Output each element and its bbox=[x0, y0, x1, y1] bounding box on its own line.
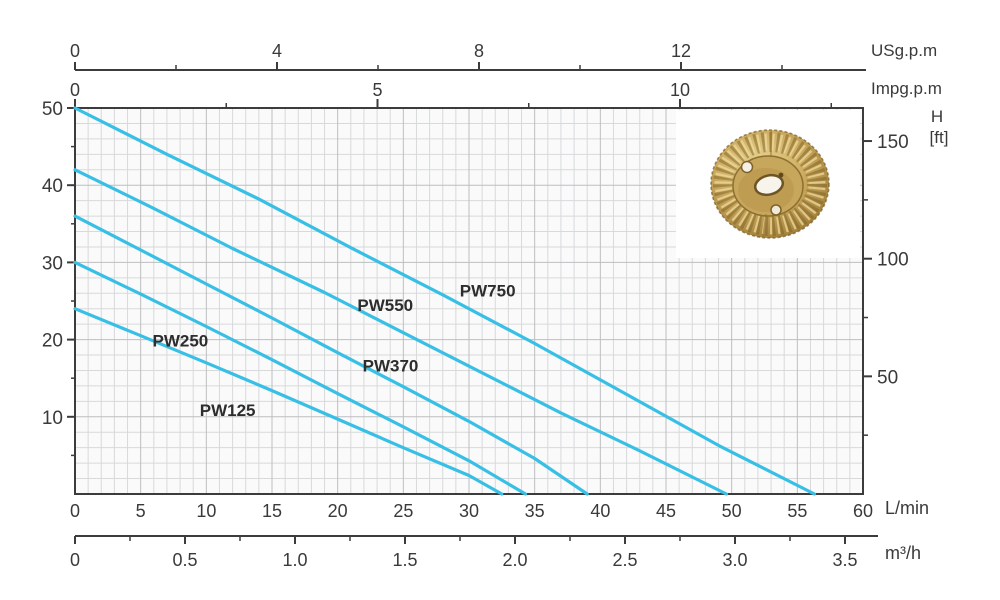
us-tick-label: 0 bbox=[70, 41, 80, 61]
impeller-keyway-dot bbox=[778, 172, 784, 178]
lmin-tick-label: 60 bbox=[853, 501, 873, 521]
m3h-tick-label: 2.0 bbox=[502, 550, 527, 570]
lmin-tick-label: 30 bbox=[459, 501, 479, 521]
y-left-tick-label: 20 bbox=[42, 331, 63, 352]
m3h-tick-label: 3.0 bbox=[722, 550, 747, 570]
impeller-photo bbox=[676, 110, 860, 258]
impeller-serrated-edge bbox=[710, 129, 830, 239]
lmin-tick-label: 55 bbox=[787, 501, 807, 521]
m3h-tick-label: 0 bbox=[70, 550, 80, 570]
imp-tick-label: 10 bbox=[670, 80, 690, 100]
us-tick-label: 4 bbox=[272, 41, 282, 61]
impeller-balance-hole-2 bbox=[770, 204, 782, 216]
y-left-tick-label: 50 bbox=[42, 99, 63, 120]
unit-label-head-ft: [ft] bbox=[929, 128, 949, 147]
y-left-tick-label: 40 bbox=[42, 176, 63, 197]
unit-label-usgpm: USg.p.m bbox=[871, 41, 938, 60]
us-tick-label: 12 bbox=[671, 41, 691, 61]
curve-label-PW550: PW550 bbox=[357, 296, 413, 315]
lmin-tick-label: 25 bbox=[393, 501, 413, 521]
unit-label-head-h: H bbox=[930, 107, 944, 126]
curve-PW550 bbox=[73, 168, 729, 496]
lmin-tick-label: 20 bbox=[328, 501, 348, 521]
curve-label-PW125: PW125 bbox=[200, 401, 256, 420]
y-left-tick-label: 10 bbox=[42, 408, 63, 429]
m3h-tick-label: 0.5 bbox=[172, 550, 197, 570]
unit-label-lmin: L/min bbox=[885, 498, 930, 518]
m3h-tick-label: 2.5 bbox=[612, 550, 637, 570]
lmin-tick-label: 15 bbox=[262, 501, 282, 521]
unit-label-impgpm: Impg.p.m bbox=[871, 79, 942, 98]
unit-label-m3h: m³/h bbox=[885, 543, 921, 563]
impeller-seam-bottom bbox=[762, 213, 767, 238]
m3h-tick-label: 1.0 bbox=[282, 550, 307, 570]
lmin-tick-label: 10 bbox=[196, 501, 216, 521]
impeller-body bbox=[710, 129, 830, 239]
curve-PW125 bbox=[73, 307, 504, 496]
impeller-vanes-shadow bbox=[713, 132, 827, 236]
imp-tick-label: 0 bbox=[70, 80, 80, 100]
curve-PW370 bbox=[73, 214, 589, 496]
m3h-tick-label: 1.5 bbox=[392, 550, 417, 570]
impeller-center-bore bbox=[753, 173, 785, 197]
curve-PW250 bbox=[73, 260, 528, 496]
m3h-tick-label: 3.5 bbox=[832, 550, 857, 570]
curve-label-PW370: PW370 bbox=[363, 356, 419, 375]
curve-PW750 bbox=[73, 106, 817, 496]
y-left-tick-label: 30 bbox=[42, 253, 63, 274]
impeller-graphic bbox=[710, 129, 830, 239]
lmin-tick-label: 5 bbox=[136, 501, 146, 521]
impeller-balance-hole-1 bbox=[740, 160, 754, 174]
y-right-tick-label: 150 bbox=[877, 132, 909, 153]
imp-tick-label: 5 bbox=[372, 80, 382, 100]
lmin-tick-label: 0 bbox=[70, 501, 80, 521]
y-right-tick-label: 50 bbox=[877, 367, 898, 388]
curve-label-PW750: PW750 bbox=[460, 281, 516, 300]
y-right-tick-label: 100 bbox=[877, 250, 909, 271]
lmin-tick-label: 45 bbox=[656, 501, 676, 521]
lmin-tick-label: 40 bbox=[590, 501, 610, 521]
curve-label-PW250: PW250 bbox=[152, 332, 208, 351]
us-tick-label: 8 bbox=[474, 41, 484, 61]
lmin-tick-label: 50 bbox=[722, 501, 742, 521]
lmin-tick-label: 35 bbox=[525, 501, 545, 521]
